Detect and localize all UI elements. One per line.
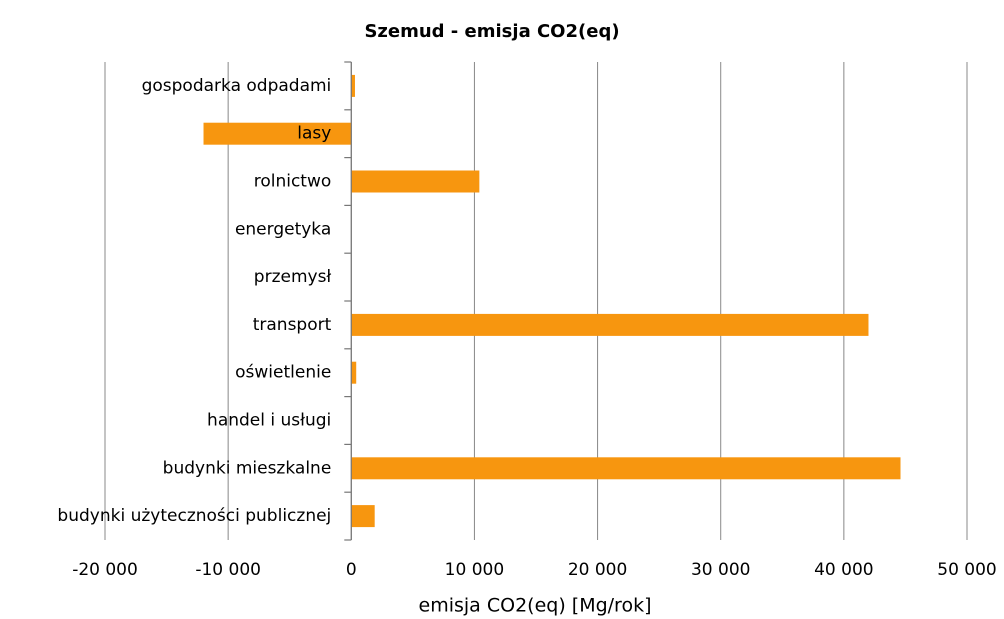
- bar: [203, 122, 352, 145]
- y-tick-label: lasy: [297, 124, 331, 144]
- y-tick-label: oświetlenie: [235, 363, 331, 383]
- y-tick-label: energetyka: [235, 219, 331, 239]
- x-tick-label: 0: [346, 560, 357, 580]
- bar: [351, 361, 357, 384]
- x-tick-label: 30 000: [691, 560, 750, 580]
- x-tick-label: 20 000: [568, 560, 627, 580]
- y-tick-label: budynki użyteczności publicznej: [57, 506, 331, 526]
- y-tick-label: transport: [253, 315, 332, 335]
- bar: [351, 74, 355, 97]
- bar: [351, 313, 869, 336]
- bar: [351, 457, 901, 480]
- chart-title: Szemud - emisja CO2(eq): [364, 21, 619, 42]
- y-tick-label: budynki mieszkalne: [163, 458, 332, 478]
- x-axis-label: emisja CO2(eq) [Mg/rok]: [419, 595, 652, 617]
- x-tick-label: -20 000: [72, 560, 138, 580]
- bar: [351, 505, 375, 528]
- y-tick-label: gospodarka odpadami: [142, 76, 332, 96]
- y-tick-label: przemysł: [254, 267, 332, 287]
- y-tick-label: rolnictwo: [254, 172, 332, 192]
- y-tick-label: handel i usługi: [207, 411, 331, 431]
- x-tick-label: 10 000: [445, 560, 504, 580]
- x-tick-label: 50 000: [937, 560, 996, 580]
- x-tick-label: -10 000: [195, 560, 261, 580]
- bar: [351, 170, 480, 193]
- x-tick-label: 40 000: [814, 560, 873, 580]
